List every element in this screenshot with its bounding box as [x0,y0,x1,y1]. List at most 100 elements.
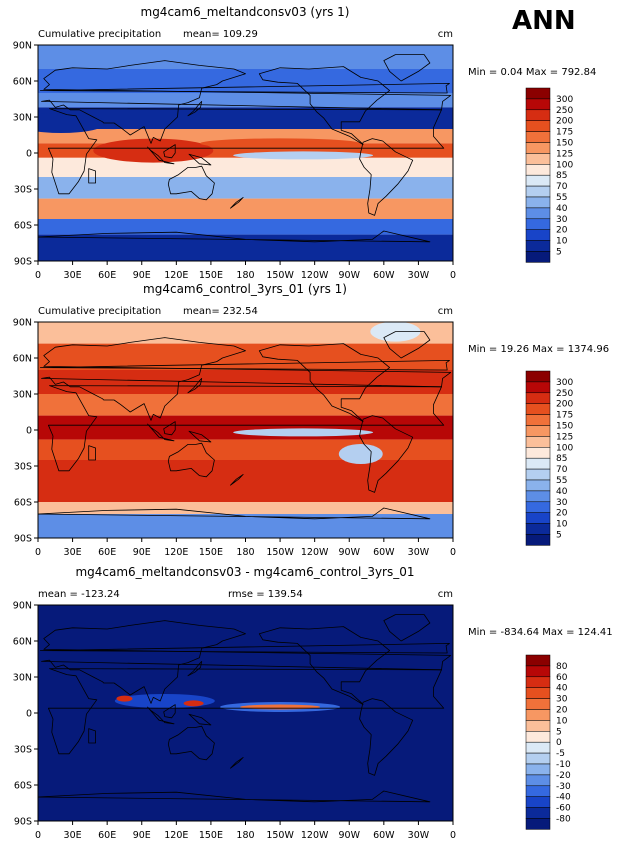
y-tick-label: 30N [13,113,32,124]
colorbar-swatch [525,414,551,426]
colorbar-swatch [525,174,551,187]
colorbar-swatch [525,818,551,830]
colorbar-level-label: -20 [556,771,571,781]
x-tick-label: 60W [373,547,395,558]
colorbar-level-label: 200 [556,117,573,127]
x-tick-label: 90E [133,270,151,281]
colorbar-level-label: 250 [556,389,573,399]
panel-center-label: rmse = 139.54 [228,589,303,600]
colorbar-swatch [525,98,551,111]
colorbar-level-label: 125 [556,149,573,159]
colorbar-level-label: 300 [556,95,573,105]
colorbar-level-label: 70 [556,182,568,192]
colorbar-swatch [525,436,551,448]
x-tick-label: 90E [133,547,151,558]
season-label: ANN [512,6,576,36]
y-tick-label: 60S [14,221,32,232]
x-tick-label: 120W [301,830,329,841]
x-tick-label: 30E [64,547,82,558]
x-tick-label: 0 [450,270,456,281]
colorbar-level-label: 300 [556,378,573,388]
colorbar-swatch [525,447,551,459]
colorbar-swatch [525,676,551,688]
panel-center-label: mean= 109.29 [183,29,258,40]
panel-left-label: Cumulative precipitation [38,306,161,317]
y-tick-label: 30S [14,185,32,196]
y-tick-label: 30N [13,390,32,401]
x-tick-label: 0 [450,547,456,558]
colorbar-level-label: 30 [556,215,568,225]
colorbar-swatch [525,665,551,678]
colorbar-swatch [525,709,551,721]
x-tick-label: 150W [266,270,294,281]
x-tick-label: 90W [339,830,361,841]
y-tick-label: 60S [14,498,32,509]
y-tick-label: 90S [14,257,32,268]
colorbar-level-label: 0 [556,738,562,748]
panel-units: cm [438,306,453,317]
x-tick-label: 60W [373,270,395,281]
colorbar-level-label: 5 [556,727,562,737]
x-tick-label: 0 [450,830,456,841]
colorbar-swatch [525,381,551,394]
panel-left-label: Cumulative precipitation [38,29,161,40]
map-panel-3: 0 30E 60E 90E 120E 150E 180 150W 120W 90W 60W 30W 09… [13,565,613,841]
x-tick-label: 30W [408,830,430,841]
colorbar-level-label: 10 [556,716,568,726]
x-tick-label: 180 [236,270,254,281]
colorbar-swatch [525,687,551,699]
colorbar-swatch [525,796,551,808]
colorbar-swatch [525,370,551,383]
colorbar-level-label: 40 [556,684,568,694]
colorbar-level-label: 150 [556,422,573,432]
colorbar-level-label: 10 [556,237,568,247]
colorbar-swatch [525,207,551,220]
y-tick-label: 60S [14,781,32,792]
colorbar-level-label: 80 [556,662,568,672]
colorbar-level-label: 20 [556,706,568,716]
y-tick-label: 90S [14,817,32,828]
x-tick-label: 60E [98,547,116,558]
colorbar-level-label: -10 [556,760,571,770]
colorbar-swatch [525,468,551,481]
colorbar-level-label: 40 [556,204,568,214]
colorbar-level-label: 85 [556,454,567,464]
y-tick-label: 0 [26,149,32,160]
colorbar-level-label: 250 [556,106,573,116]
colorbar-level-label: 60 [556,673,568,683]
y-tick-label: 30S [14,462,32,473]
x-tick-label: 0 [35,547,41,558]
panel-title: mg4cam6_meltandconsv03 - mg4cam6_control… [75,565,414,579]
x-tick-label: 180 [236,547,254,558]
x-tick-label: 120W [301,547,329,558]
colorbar-level-label: -30 [556,782,571,792]
colorbar-swatch [525,774,551,787]
colorbar-swatch [525,240,551,252]
colorbar-level-label: 10 [556,520,568,530]
colorbar-swatch [525,654,551,667]
panel-title: mg4cam6_control_3yrs_01 (yrs 1) [143,282,347,296]
y-tick-label: 90S [14,534,32,545]
coastlines [38,331,452,538]
colorbar-swatch [525,741,551,754]
y-tick-label: 90N [13,601,32,612]
panel-title: mg4cam6_meltandconsv03 (yrs 1) [141,5,350,19]
colorbar-swatch [525,403,551,415]
colorbar-swatch [525,120,551,132]
x-tick-label: 60E [98,270,116,281]
x-tick-label: 120E [164,547,188,558]
panel-units: cm [438,589,453,600]
coastlines [38,54,452,261]
colorbar-swatch [525,251,551,263]
colorbar-level-label: 40 [556,487,568,497]
x-tick-label: 150W [266,547,294,558]
colorbar-swatch [525,457,551,470]
x-tick-label: 90W [339,270,361,281]
x-tick-label: 150W [266,830,294,841]
y-tick-label: 30N [13,673,32,684]
colorbar-level-label: 200 [556,400,573,410]
colorbar-swatch [525,479,551,492]
